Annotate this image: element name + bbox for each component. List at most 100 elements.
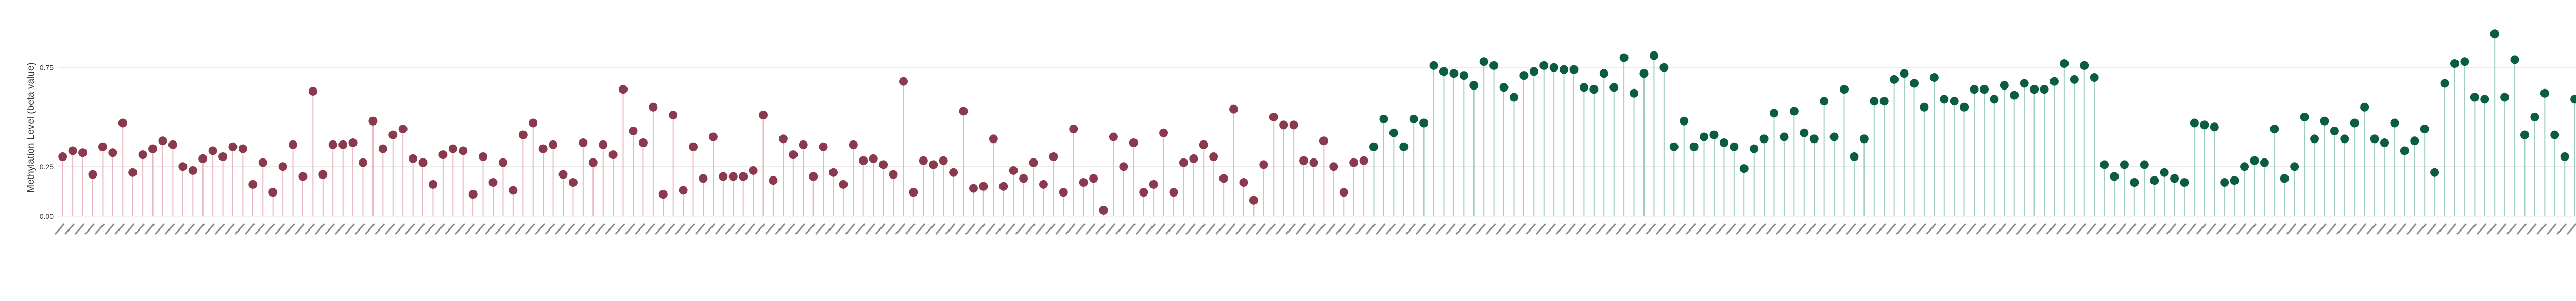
x-tick-mark	[335, 223, 345, 235]
x-tick-mark	[2567, 223, 2576, 235]
x-tick-mark	[425, 223, 435, 235]
data-point	[1169, 188, 1178, 197]
data-point	[1630, 88, 1639, 98]
data-point	[459, 146, 468, 155]
x-tick-mark	[1346, 223, 1356, 235]
x-tick-mark	[195, 223, 205, 235]
data-point	[1549, 63, 1558, 72]
data-point	[789, 150, 798, 160]
data-point	[2470, 93, 2479, 102]
x-tick-mark	[1156, 223, 1166, 235]
x-tick-mark	[1876, 223, 1886, 235]
x-tick-mark	[2547, 223, 2557, 235]
data-point	[2040, 85, 2049, 94]
data-point	[2430, 168, 2439, 177]
y-axis-label: Methylation Level (beta value)	[26, 62, 37, 192]
x-tick-mark	[1726, 223, 1736, 235]
x-tick-mark	[1175, 223, 1185, 235]
data-point	[1319, 136, 1328, 146]
x-tick-mark	[2116, 223, 2126, 235]
data-point	[959, 107, 968, 116]
x-tick-mark	[865, 223, 875, 235]
x-tick-mark	[1105, 223, 1115, 235]
x-tick-mark	[1235, 223, 1246, 235]
x-tick-mark	[1496, 223, 1506, 235]
data-point	[1499, 83, 1509, 92]
data-point	[358, 158, 367, 167]
x-tick-mark	[1065, 223, 1076, 235]
x-tick-mark	[1626, 223, 1636, 235]
x-tick-mark	[1526, 223, 1536, 235]
data-point	[1789, 107, 1799, 116]
x-tick-mark	[1856, 223, 1866, 235]
x-tick-mark	[1936, 223, 1946, 235]
data-point	[2230, 176, 2239, 185]
x-tick-mark	[1796, 223, 1806, 235]
data-point	[2020, 79, 2029, 88]
x-tick-mark	[1846, 223, 1856, 235]
data-point	[2390, 118, 2399, 128]
data-point	[2160, 168, 2169, 177]
x-tick-mark	[134, 223, 145, 235]
data-point	[198, 154, 208, 163]
x-tick-mark	[2206, 223, 2216, 235]
data-point	[2210, 122, 2219, 132]
data-point	[1219, 174, 1228, 183]
x-tick-mark	[1015, 223, 1026, 235]
data-point	[939, 156, 948, 165]
x-tick-mark	[304, 223, 315, 235]
data-point	[929, 160, 938, 169]
x-tick-mark	[905, 223, 916, 235]
x-tick-mark	[565, 223, 575, 235]
data-point	[1639, 69, 1649, 78]
data-point	[1439, 67, 1448, 76]
data-point	[1029, 158, 1038, 167]
x-tick-mark	[815, 223, 825, 235]
data-point	[1890, 75, 1899, 84]
x-tick-mark	[94, 223, 105, 235]
x-tick-mark	[1826, 223, 1836, 235]
x-tick-mark	[175, 223, 185, 235]
x-tick-mark	[1606, 223, 1616, 235]
data-point	[138, 150, 147, 160]
data-point	[699, 174, 708, 183]
x-tick-mark	[1025, 223, 1036, 235]
x-tick-mark	[695, 223, 705, 235]
x-tick-mark	[1986, 223, 1996, 235]
x-tick-mark	[2376, 223, 2386, 235]
data-point	[298, 172, 308, 181]
data-point	[228, 142, 238, 151]
x-tick-mark	[164, 223, 175, 235]
data-point	[588, 158, 598, 167]
data-point	[328, 140, 337, 149]
x-tick-mark	[1996, 223, 2006, 235]
x-tick-mark	[1355, 223, 1366, 235]
x-tick-mark	[995, 223, 1006, 235]
data-point	[899, 77, 908, 86]
data-point	[619, 85, 628, 94]
data-point	[278, 162, 287, 171]
data-point	[1619, 53, 1629, 62]
data-point	[909, 188, 918, 197]
data-point	[568, 178, 578, 187]
data-point	[1920, 102, 1929, 112]
x-tick-mark	[1575, 223, 1586, 235]
data-point	[2300, 113, 2309, 121]
x-tick-mark	[945, 223, 956, 235]
data-point	[2170, 174, 2179, 183]
data-point	[2340, 134, 2349, 144]
x-tick-mark	[2046, 223, 2056, 235]
data-point	[1049, 152, 1058, 161]
data-point	[498, 158, 507, 167]
x-tick-mark	[2016, 223, 2026, 235]
data-point	[1269, 113, 1278, 121]
data-point	[318, 170, 328, 179]
x-tick-mark	[545, 223, 555, 235]
data-point	[1249, 196, 1258, 205]
data-point	[1970, 85, 1979, 94]
data-point	[749, 166, 758, 175]
data-point	[2190, 118, 2199, 128]
data-point	[2100, 160, 2109, 169]
data-point	[2530, 113, 2539, 121]
x-tick-mark	[585, 223, 595, 235]
